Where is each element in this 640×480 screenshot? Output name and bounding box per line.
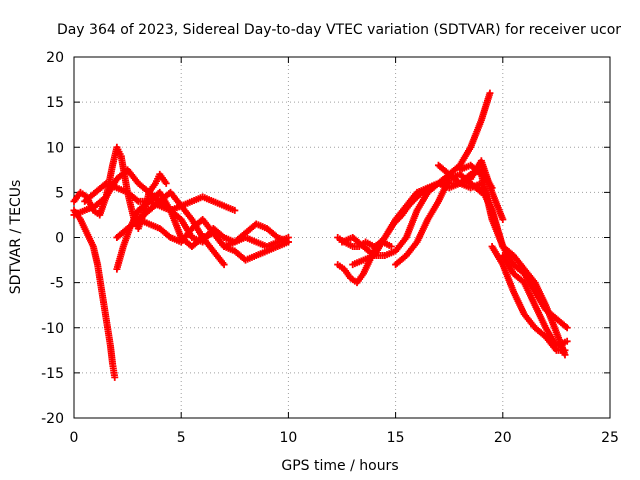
data-point	[231, 206, 239, 214]
data-point	[387, 243, 395, 251]
data-point	[111, 373, 119, 381]
data-point	[284, 238, 292, 246]
x-tick-label: 0	[70, 430, 79, 446]
axis-ticks: 0 5 10 15 20 25 -20 -15 -10 -5 0 5 10 15 20	[41, 50, 619, 446]
y-tick-label: -15	[41, 366, 64, 382]
y-tick-label: 15	[46, 95, 64, 111]
data-point	[486, 89, 494, 97]
data-point	[563, 337, 571, 345]
series-track-08	[113, 188, 228, 269]
data-point	[220, 261, 228, 269]
y-tick-label: 5	[55, 185, 64, 201]
series-track-17	[499, 252, 571, 350]
data-point	[499, 215, 507, 223]
x-tick-label: 10	[279, 430, 297, 446]
x-tick-label: 20	[494, 430, 512, 446]
data-point	[561, 351, 569, 359]
data-point	[162, 179, 170, 187]
y-axis-label: SDTVAR / TECUs	[8, 180, 24, 295]
x-tick-label: 5	[177, 430, 186, 446]
x-tick-label: 15	[387, 430, 405, 446]
y-tick-label: 20	[46, 50, 64, 66]
y-tick-label: -10	[41, 321, 64, 337]
y-tick-label: -5	[50, 276, 64, 292]
data-point	[563, 324, 571, 332]
data-points	[70, 89, 571, 381]
series-track-18	[477, 184, 569, 359]
series-track-13	[392, 170, 485, 269]
chart-title: Day 364 of 2023, Sidereal Day-to-day VTE…	[57, 22, 621, 38]
x-tick-label: 25	[601, 430, 619, 446]
series-track-14	[434, 157, 507, 223]
y-tick-label: 10	[46, 140, 64, 156]
y-tick-label: 0	[55, 231, 64, 247]
x-axis-label: GPS time / hours	[281, 458, 398, 474]
y-tick-label: -20	[41, 411, 64, 427]
series-track-01	[70, 206, 119, 381]
